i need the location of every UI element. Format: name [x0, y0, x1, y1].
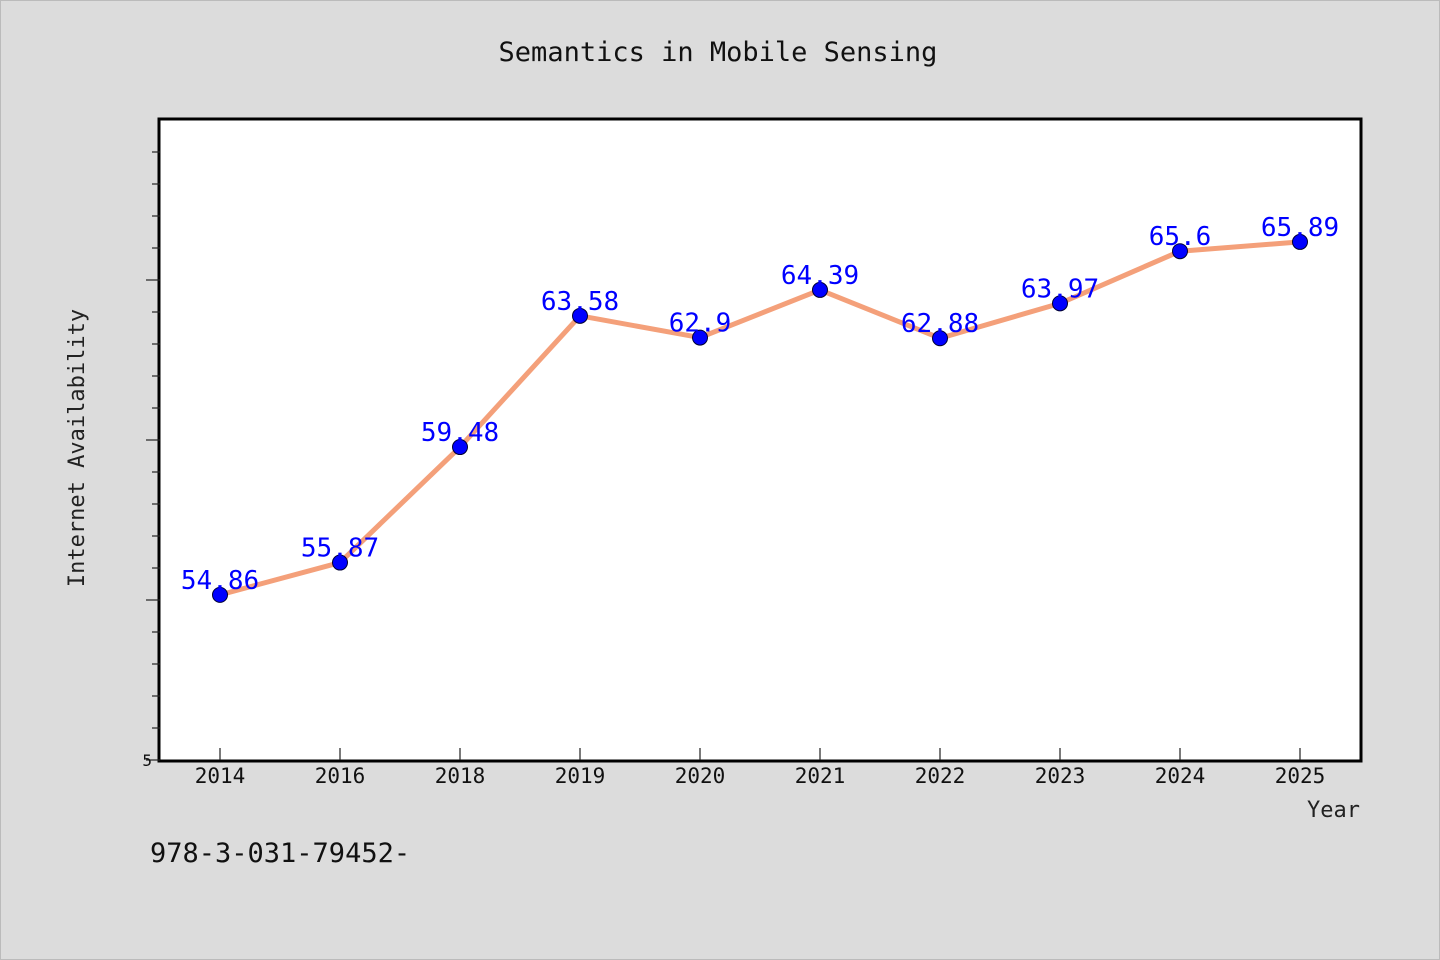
x-tick-label: 2024	[1155, 764, 1206, 788]
data-point	[1292, 233, 1308, 250]
y-axis-ticks	[146, 151, 160, 761]
x-tick-label: 2020	[675, 764, 726, 788]
x-tick-label: 2022	[915, 764, 966, 788]
data-point	[692, 329, 708, 346]
x-tick-label: 2018	[435, 764, 486, 788]
chart-title: Semantics in Mobile Sensing	[499, 37, 938, 68]
data-label: 55.87	[301, 534, 379, 564]
data-label: 63.97	[1021, 274, 1099, 304]
data-point	[332, 554, 348, 571]
data-label: 59.48	[421, 418, 499, 448]
data-point	[1172, 243, 1188, 260]
x-tick-label: 2016	[315, 764, 366, 788]
data-labels: 54.86 55.87 59.48 63.58 62.9 64.39 62.88 63.97 6…	[181, 213, 1339, 596]
series-line	[217, 239, 1303, 598]
y-axis-label: Internet Availability	[65, 309, 90, 587]
footnote-text: 978-3-031-79452-	[150, 838, 410, 869]
plot-area	[157, 117, 1363, 763]
data-point	[212, 586, 228, 603]
data-point	[1052, 295, 1068, 312]
x-tick-label: 2023	[1035, 764, 1086, 788]
data-point	[932, 330, 948, 347]
data-label: 63.58	[541, 287, 619, 317]
x-tick-label: 2014	[195, 764, 246, 788]
x-axis-label: Year	[1307, 798, 1360, 823]
data-label: 65.6	[1149, 222, 1212, 252]
data-point	[572, 307, 588, 324]
data-point	[452, 439, 468, 456]
data-point	[812, 281, 828, 298]
x-tick-label: 2025	[1275, 764, 1326, 788]
data-label: 62.9	[669, 309, 732, 339]
data-label: 62.88	[901, 309, 979, 339]
data-label: 65.89	[1261, 213, 1339, 243]
x-axis-ticks: 2014 2016 2018 2019 2020 2021 2022 2023 2024 2025	[195, 748, 1326, 788]
data-points	[212, 233, 1308, 603]
x-tick-label: 2021	[795, 764, 846, 788]
x-tick-label: 2019	[555, 764, 606, 788]
y-tick-label: 5	[142, 751, 152, 770]
data-label: 64.39	[781, 261, 859, 291]
data-label: 54.86	[181, 566, 259, 596]
